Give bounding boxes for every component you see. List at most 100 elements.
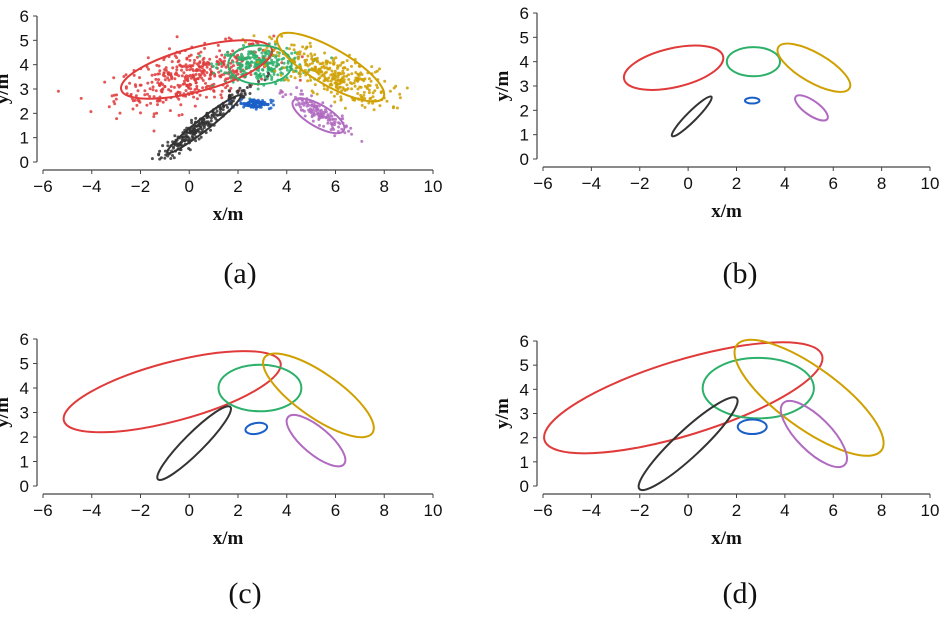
scatter-point <box>301 45 305 49</box>
scatter-point <box>195 55 199 59</box>
scatter-point <box>373 89 377 93</box>
scatter-point <box>146 56 150 60</box>
x-axis-label: x/m <box>711 528 742 549</box>
scatter-point <box>173 77 177 81</box>
scatter-point <box>248 56 252 60</box>
scatter-point <box>236 55 240 59</box>
scatter-point <box>282 66 286 70</box>
scatter-point <box>187 147 191 150</box>
scatter-point <box>205 71 209 75</box>
scatter-point <box>260 51 264 55</box>
scatter-point <box>273 40 277 44</box>
scatter-point <box>317 67 321 71</box>
scatter-point <box>260 77 264 81</box>
scatter-point <box>302 103 306 107</box>
scatter-point <box>195 84 199 88</box>
x-tick-label: −4 <box>582 174 601 193</box>
scatter-point <box>299 105 303 109</box>
scatter-point <box>118 111 122 115</box>
scatter-point <box>151 85 155 89</box>
scatter-point <box>249 51 253 55</box>
scatter-point <box>349 126 353 130</box>
scatter-point <box>302 52 306 56</box>
scatter-point <box>345 83 349 87</box>
scatter-point <box>161 73 165 77</box>
scatter-point <box>206 60 210 64</box>
scatter-point <box>254 71 258 75</box>
scatter-point <box>229 86 233 90</box>
ellipse-gold <box>276 31 386 103</box>
scatter-point <box>193 88 197 92</box>
scatter-point <box>369 96 373 100</box>
scatter-point <box>312 112 316 116</box>
x-tick-label: 8 <box>877 501 886 520</box>
scatter-point <box>333 100 337 104</box>
scatter-point <box>247 52 250 56</box>
scatter-point <box>343 89 347 92</box>
scatter-point <box>197 64 201 67</box>
scatter-point <box>314 109 318 113</box>
scatter-point <box>299 89 303 93</box>
scatter-point <box>363 84 367 88</box>
scatter-point <box>171 66 175 70</box>
scatter-point <box>139 111 142 115</box>
scatter-point <box>211 64 215 68</box>
scatter-point <box>181 135 185 139</box>
scatter-point <box>324 70 328 74</box>
scatter-point <box>383 79 387 83</box>
scatter-point <box>197 52 200 56</box>
scatter-point <box>136 89 140 93</box>
scatter-point <box>239 101 243 105</box>
scatter-point <box>290 51 294 55</box>
scatter-point <box>362 90 366 94</box>
scatter-point <box>276 73 280 77</box>
y-axis-label: y/m <box>492 71 513 102</box>
scatter-point <box>177 143 181 146</box>
scatter-point <box>257 80 261 83</box>
scatter-point <box>222 105 226 109</box>
scatter-point <box>321 101 325 105</box>
scatter-point <box>326 121 330 125</box>
scatter-point <box>183 82 187 86</box>
scatter-point <box>332 94 336 98</box>
scatter-point <box>273 69 277 73</box>
scatter-point <box>336 71 340 75</box>
scatter-point <box>311 119 315 123</box>
scatter-point <box>122 75 126 78</box>
scatter-point <box>346 87 350 91</box>
y-tick-label: 0 <box>520 477 529 496</box>
panel-label: (c) <box>228 577 261 610</box>
x-tick-label: 4 <box>780 501 789 520</box>
scatter-point <box>328 61 332 65</box>
y-tick-label: 1 <box>20 453 29 472</box>
scatter-point <box>279 73 283 77</box>
scatter-point <box>204 122 208 126</box>
scatter-point <box>306 70 310 74</box>
x-tick-label: 6 <box>829 501 838 520</box>
scatter-point <box>285 66 288 70</box>
scatter-point <box>208 84 212 88</box>
scatter-point <box>334 74 338 78</box>
scatter-point <box>167 71 171 75</box>
scatter-point <box>164 66 168 70</box>
scatter-point <box>312 102 316 106</box>
scatter-point <box>176 90 180 94</box>
scatter-point <box>219 69 223 73</box>
scatter-point <box>146 92 149 96</box>
scatter-point <box>226 71 230 75</box>
ellipse-black <box>166 94 242 155</box>
scatter-point <box>201 121 205 125</box>
scatter-point <box>134 94 138 98</box>
scatter-point <box>169 157 173 160</box>
scatter-point <box>158 99 162 103</box>
scatter-point <box>311 61 314 65</box>
scatter-point <box>338 85 342 89</box>
scatter-point <box>293 51 297 55</box>
scatter-point <box>194 139 198 143</box>
x-tick-label: −6 <box>533 501 552 520</box>
scatter-point <box>350 87 354 91</box>
scatter-point <box>238 66 242 70</box>
y-tick-label: 5 <box>520 28 529 47</box>
scatter-point <box>277 58 281 62</box>
